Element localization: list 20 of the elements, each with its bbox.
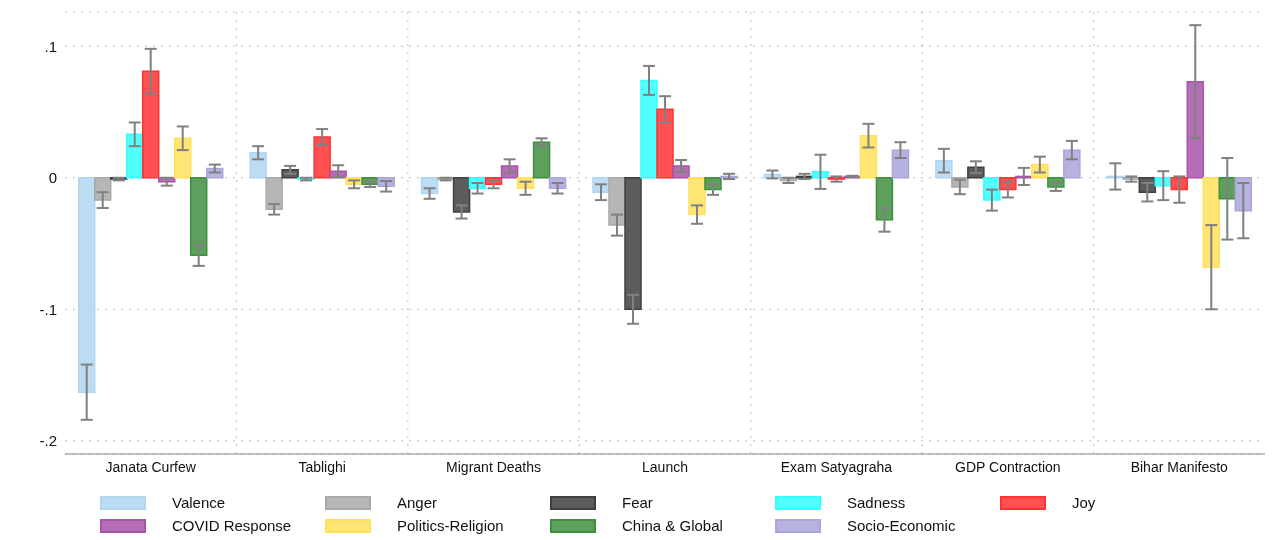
y-tick-label: -.2 xyxy=(39,432,57,450)
y-tick-label: -.1 xyxy=(39,300,57,318)
x-tick-label: Tablighi xyxy=(298,458,346,475)
x-tick-label: Bihar Manifesto xyxy=(1130,458,1229,475)
legend-label: Fear xyxy=(622,494,653,511)
x-tick-label: Launch xyxy=(642,458,688,475)
y-tick-label: 0 xyxy=(48,169,57,187)
y-tick-label: .1 xyxy=(44,37,57,55)
legend-label: COVID Response xyxy=(172,517,292,534)
legend-label: Politics-Religion xyxy=(397,517,504,534)
x-tick-label: Migrant Deaths xyxy=(446,458,542,475)
legend-label: Socio-Economic xyxy=(847,517,956,534)
x-tick-label: GDP Contraction xyxy=(955,458,1061,475)
legend-label: China & Global xyxy=(622,517,723,534)
x-tick-label: Exam Satyagraha xyxy=(780,458,893,475)
legend-label: Joy xyxy=(1072,494,1096,511)
legend-label: Valence xyxy=(172,494,226,511)
legend-label: Sadness xyxy=(847,494,906,511)
x-tick-label: Janata Curfew xyxy=(105,458,197,475)
legend-label: Anger xyxy=(397,494,438,511)
